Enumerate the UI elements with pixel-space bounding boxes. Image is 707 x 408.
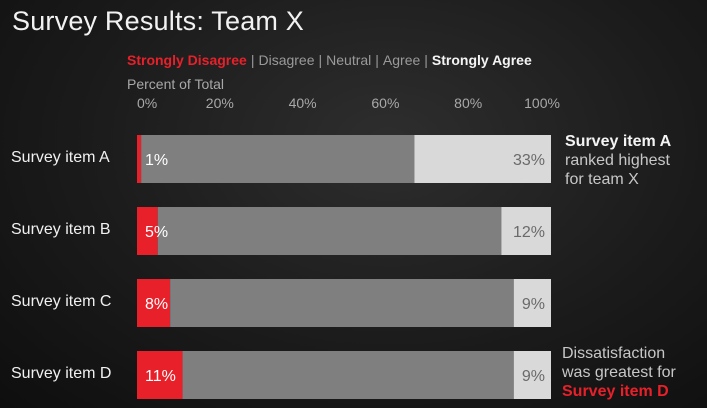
- bar-segment: [137, 135, 142, 183]
- bar-segment: [137, 279, 171, 327]
- annotation-d-highlight: Survey item D: [562, 383, 669, 400]
- bar-segment: [182, 351, 514, 399]
- legend-separator: |: [250, 52, 255, 68]
- bar-segment: [414, 135, 551, 183]
- bar-segment: [137, 351, 183, 399]
- x-tick-label: 80%: [454, 95, 483, 111]
- legend-strongly-disagree: Strongly Disagree: [127, 52, 247, 68]
- bar-segment: [513, 351, 551, 399]
- annotation-d-line2: was greatest for: [562, 364, 676, 381]
- category-label: Survey item B: [11, 221, 111, 238]
- legend: Strongly Disagree | Disagree | Neutral | Agree…: [127, 52, 532, 68]
- annotation-d-line1: Dissatisfaction: [562, 345, 666, 362]
- annotation-a-highlight: Survey item A: [565, 133, 672, 150]
- data-label: 5%: [145, 224, 168, 241]
- annotation-item-d: Dissatisfaction was greatest for Survey …: [562, 344, 676, 401]
- legend-separator: |: [424, 52, 428, 68]
- bar-segment: [157, 207, 502, 255]
- x-tick-label: 100%: [524, 95, 560, 111]
- data-label: 33%: [513, 152, 545, 169]
- data-label: 12%: [513, 224, 545, 241]
- data-label: 1%: [145, 152, 168, 169]
- legend-agree: Agree: [382, 52, 421, 68]
- legend-separator: |: [318, 52, 323, 68]
- x-tick-label: 0%: [137, 95, 158, 111]
- x-tick-label: 40%: [288, 95, 317, 111]
- category-label: Survey item D: [11, 365, 112, 382]
- data-label: 9%: [522, 296, 545, 313]
- category-label: Survey item C: [11, 293, 112, 310]
- bar-segment: [170, 279, 514, 327]
- chart-title: Survey Results: Team X: [12, 6, 305, 36]
- bar-segment: [513, 279, 551, 327]
- annotation-item-a: Survey item A ranked highest for team X: [565, 132, 671, 189]
- legend-disagree: Disagree: [258, 52, 315, 68]
- data-label: 8%: [145, 296, 168, 313]
- annotation-a-line3: for team X: [565, 171, 639, 188]
- x-tick-label: 20%: [205, 95, 234, 111]
- bar-segment: [141, 135, 415, 183]
- annotation-a-line2: ranked highest: [565, 152, 670, 169]
- legend-neutral: Neutral: [326, 52, 372, 68]
- x-tick-label: 60%: [371, 95, 400, 111]
- bar-segment: [501, 207, 551, 255]
- legend-strongly-agree: Strongly Agree: [431, 52, 532, 68]
- data-label: 9%: [522, 368, 545, 385]
- category-label: Survey item A: [11, 149, 110, 166]
- bar-segment: [137, 207, 158, 255]
- data-label: 11%: [145, 368, 176, 385]
- legend-separator: |: [375, 52, 379, 68]
- x-axis-title: Percent of Total: [127, 76, 225, 92]
